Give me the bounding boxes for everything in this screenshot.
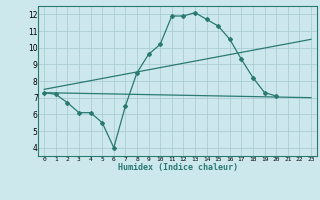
X-axis label: Humidex (Indice chaleur): Humidex (Indice chaleur) — [118, 163, 238, 172]
